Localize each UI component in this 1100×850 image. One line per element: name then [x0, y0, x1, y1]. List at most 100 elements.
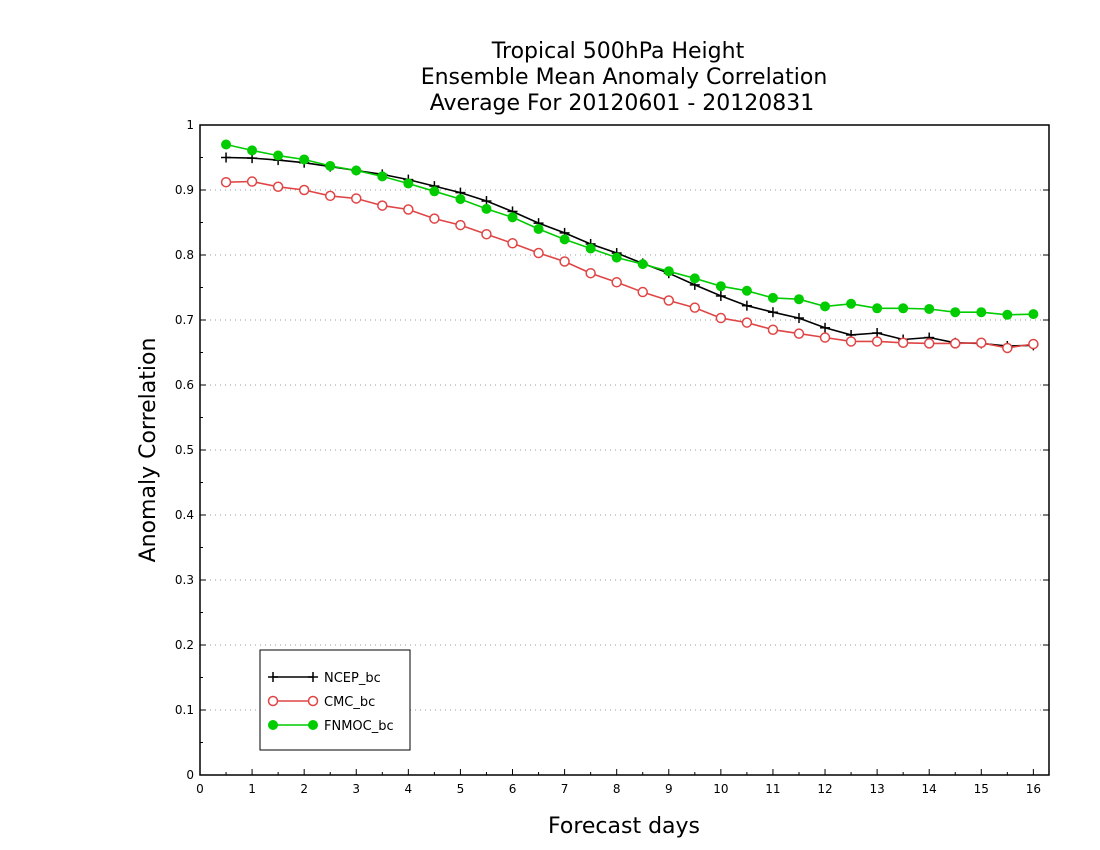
y-tick-label: 0.9 [175, 183, 194, 197]
data-point-fnmoc-bc [820, 301, 831, 312]
data-point-cmc-bc [507, 238, 518, 249]
legend-label: FNMOC_bc [324, 719, 394, 734]
x-tick-label: 13 [869, 782, 884, 796]
data-point-cmc-bc [923, 338, 935, 349]
x-tick-label: 1 [248, 782, 256, 796]
data-point-fnmoc-bc [429, 186, 440, 197]
data-point-fnmoc-bc [1028, 309, 1039, 320]
data-point-fnmoc-bc [741, 285, 752, 296]
legend-item-cmc-bc: CMC_bc [267, 695, 375, 710]
y-tick-label: 0.5 [175, 443, 194, 457]
legend-marker [268, 720, 278, 730]
data-point-fnmoc-bc [481, 203, 492, 214]
series-ncep-bc [221, 152, 1039, 351]
series-fnmoc-bc [221, 139, 1039, 320]
data-point-fnmoc-bc [767, 292, 778, 303]
y-tick-label: 0.4 [175, 508, 194, 522]
data-point-fnmoc-bc [455, 194, 466, 205]
x-tick-label: 5 [457, 782, 465, 796]
data-point-fnmoc-bc [221, 139, 232, 150]
data-point-fnmoc-bc [351, 165, 362, 176]
data-point-cmc-bc [351, 193, 362, 204]
data-point-ncep-bc [741, 300, 752, 311]
y-tick-label: 0 [186, 768, 194, 782]
title-line-1: Tropical 500hPa Height [491, 39, 745, 64]
data-point-fnmoc-bc [924, 303, 935, 314]
legend-marker [308, 672, 318, 682]
data-point-fnmoc-bc [872, 303, 883, 314]
data-point-cmc-bc [611, 277, 622, 288]
data-point-fnmoc-bc [950, 307, 961, 318]
data-point-cmc-bc [871, 336, 883, 347]
data-point-fnmoc-bc [898, 303, 909, 314]
data-point-cmc-bc [272, 181, 284, 192]
data-point-fnmoc-bc [559, 234, 570, 245]
x-tick-label: 4 [405, 782, 413, 796]
x-tick-label: 14 [922, 782, 937, 796]
legend-item-fnmoc-bc: FNMOC_bc [268, 719, 394, 734]
data-point-fnmoc-bc [273, 150, 284, 161]
data-point-cmc-bc [533, 247, 544, 259]
legend-label: NCEP_bc [324, 671, 381, 686]
legend-marker [268, 672, 278, 682]
data-point-fnmoc-bc [715, 281, 726, 292]
data-point-cmc-bc [403, 204, 414, 215]
data-point-cmc-bc [793, 328, 805, 339]
x-axis: 0 1 2 3 4 5 6 7 8 9 10 11 12 13 14 15 16 [196, 769, 1041, 796]
data-point-fnmoc-bc [663, 266, 674, 277]
data-point-ncep-bc [715, 290, 726, 301]
data-point-fnmoc-bc [689, 273, 700, 284]
data-point-fnmoc-bc [403, 178, 414, 189]
data-point-cmc-bc [949, 338, 961, 349]
data-point-cmc-bc [637, 286, 648, 298]
data-point-cmc-bc [715, 312, 727, 324]
x-tick-label: 11 [765, 782, 780, 796]
y-tick-label: 0.6 [175, 378, 194, 392]
y-axis: 0 0.1 0.2 0.3 0.4 0.5 0.6 0.7 0.8 0.9 1 [175, 118, 1049, 782]
data-point-fnmoc-bc [611, 252, 622, 263]
data-point-cmc-bc [481, 228, 492, 240]
data-point-cmc-bc [741, 317, 753, 328]
data-point-cmc-bc [585, 267, 596, 279]
x-tick-label: 12 [817, 782, 832, 796]
x-tick-label: 2 [300, 782, 308, 796]
legend-label: CMC_bc [324, 695, 375, 710]
x-tick-label: 7 [561, 782, 569, 796]
data-point-cmc-bc [663, 295, 675, 306]
legend-box [259, 649, 411, 751]
data-point-fnmoc-bc [793, 294, 804, 305]
legend: NCEP_bc CMC_bc FNMOC_bc [259, 649, 411, 751]
x-tick-label: 10 [713, 782, 728, 796]
series-line-fnmoc-bc [225, 143, 1034, 316]
x-tick-label: 3 [352, 782, 360, 796]
data-point-cmc-bc [1002, 342, 1013, 354]
y-tick-label: 1 [186, 118, 194, 132]
data-point-cmc-bc [455, 219, 466, 231]
x-tick-label: 9 [665, 782, 673, 796]
data-point-cmc-bc [819, 332, 831, 343]
data-point-cmc-bc [324, 190, 336, 202]
y-axis-title: Anomaly Correlation [136, 338, 161, 563]
x-axis-title: Forecast days [548, 814, 700, 839]
legend-item-ncep-bc: NCEP_bc [268, 671, 381, 686]
data-point-fnmoc-bc [507, 212, 518, 223]
series-cmc-bc [220, 176, 1039, 354]
data-point-cmc-bc [429, 213, 440, 224]
y-tick-label: 0.3 [175, 573, 194, 587]
data-point-cmc-bc [559, 256, 570, 267]
data-point-cmc-bc [1028, 338, 1039, 350]
data-point-cmc-bc [377, 200, 388, 211]
x-tick-label: 15 [974, 782, 989, 796]
data-point-ncep-bc [793, 313, 804, 324]
series-line-cmc-bc [225, 180, 1034, 349]
gridlines [200, 189, 1049, 711]
data-point-fnmoc-bc [299, 154, 310, 165]
data-point-fnmoc-bc [533, 224, 544, 234]
legend-marker [307, 695, 319, 707]
series-line-ncep-bc [225, 156, 1034, 347]
y-tick-label: 0.2 [175, 638, 194, 652]
series-layer [220, 139, 1039, 354]
legend-marker [308, 720, 318, 730]
y-tick-label: 0.8 [175, 248, 194, 262]
data-point-cmc-bc [220, 176, 232, 188]
